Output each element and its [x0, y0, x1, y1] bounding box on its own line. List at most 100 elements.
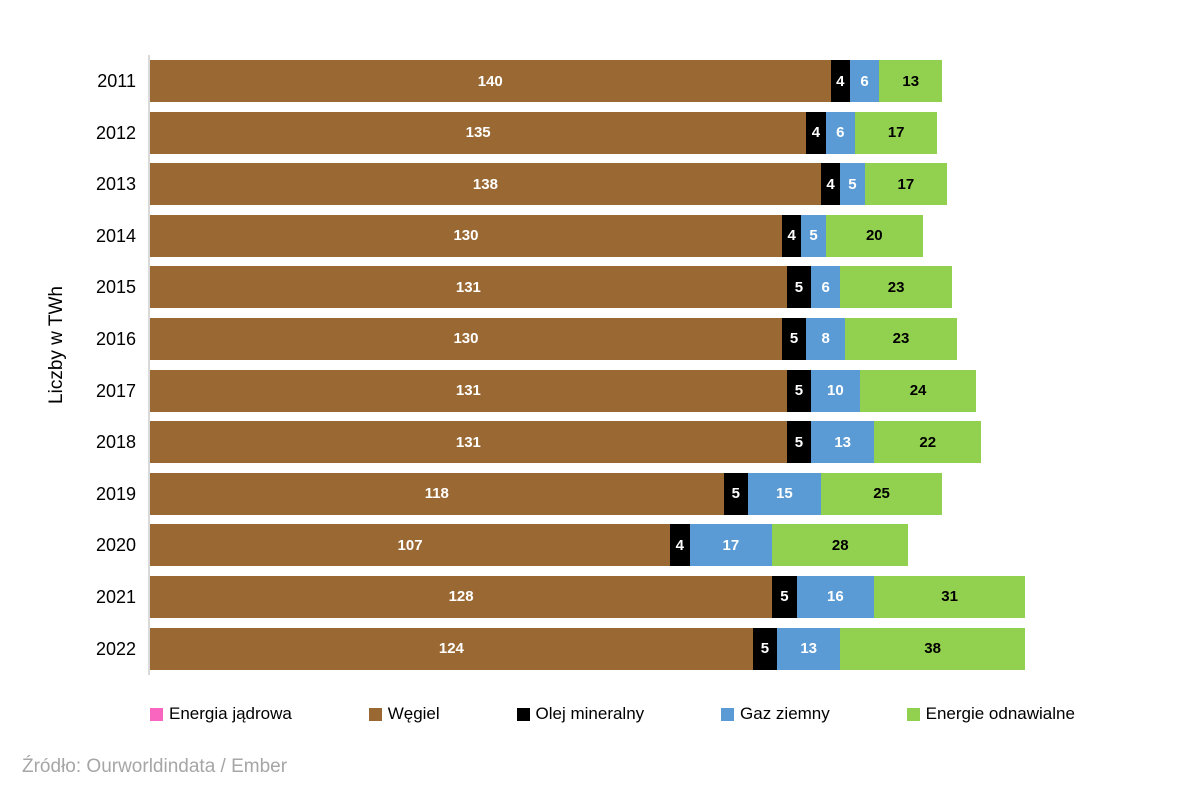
- stacked-bar: 135 4 6 17: [150, 111, 938, 154]
- legend-item-olej-mineralny: Olej mineralny: [516, 704, 644, 724]
- year-label: 2015: [95, 277, 136, 298]
- segment-value-label: 17: [722, 536, 740, 554]
- segment-value-label: 10: [827, 382, 844, 400]
- segment-value-label: 6: [821, 278, 830, 296]
- bar-segment-gaz-ziemny: 6: [811, 266, 841, 309]
- bar-row: 2013 138 4 5 17: [0, 163, 1200, 206]
- year-label: 2012: [95, 122, 136, 143]
- bar-segment-olej-mineralny: 4: [820, 163, 841, 206]
- bar-segment-wegiel: 131: [150, 266, 787, 309]
- plot-area: 2011 140 4 6 13 2012 135 4 6 17 2013 138 4 5 17 2014 130…: [0, 60, 1200, 670]
- year-label: 2021: [95, 586, 136, 607]
- stacked-bar: 131 5 6 23: [150, 266, 953, 309]
- bar-segment-wegiel: 135: [150, 111, 807, 154]
- bar-segment-gaz-ziemny: 17: [689, 524, 773, 567]
- bar-segment-olej-mineralny: 5: [786, 266, 812, 309]
- segment-value-label: 20: [865, 227, 883, 245]
- segment-value-label: 6: [836, 124, 845, 142]
- segment-value-label: 13: [800, 640, 817, 658]
- legend: Energia jądrowa Węgiel Olej mineralny Gaz z…: [150, 704, 1075, 724]
- stacked-bar: 138 4 5 17: [150, 163, 948, 206]
- legend-swatch-olej-mineralny: [516, 707, 530, 721]
- segment-value-label: 4: [826, 175, 835, 193]
- year-label: 2014: [95, 225, 136, 246]
- year-label: 2013: [95, 174, 136, 195]
- legend-swatch-wegiel: [368, 707, 382, 721]
- bar-segment-energie-odnawialne: 38: [840, 627, 1025, 670]
- bar-segment-gaz-ziemny: 5: [801, 214, 826, 257]
- year-label: 2018: [95, 432, 136, 453]
- legend-swatch-gaz-ziemny: [721, 707, 735, 721]
- segment-value-label: 17: [887, 124, 905, 142]
- segment-value-label: 5: [780, 588, 789, 606]
- legend-label: Węgiel: [387, 704, 440, 723]
- segment-value-label: 13: [834, 433, 852, 451]
- bar-segment-olej-mineralny: 5: [786, 421, 812, 464]
- segment-value-label: 24: [909, 382, 927, 400]
- bar-segment-energie-odnawialne: 20: [825, 214, 923, 257]
- year-label: 2011: [97, 71, 136, 91]
- bar-row: 2022 124 5 13 38: [0, 627, 1200, 670]
- legend-label: Energia jądrowa: [169, 704, 292, 723]
- bar-row: 2020 107 4 17 28: [0, 524, 1200, 567]
- bar-segment-wegiel: 107: [150, 524, 671, 567]
- bar-segment-wegiel: 118: [150, 472, 724, 515]
- stacked-bar: 130 4 5 20: [150, 214, 923, 257]
- bar-segment-gaz-ziemny: 10: [811, 369, 860, 412]
- segment-value-label: 5: [794, 433, 804, 451]
- legend-item-gaz-ziemny: Gaz ziemny: [721, 704, 830, 724]
- segment-value-label: 13: [902, 72, 920, 90]
- legend-item-energia-jadrowa: Energia jądrowa: [150, 704, 292, 724]
- year-label: 2016: [95, 328, 136, 349]
- bar-segment-energie-odnawialne: 13: [879, 60, 943, 102]
- segment-value-label: 28: [831, 536, 849, 554]
- stacked-bar: 131 5 10 24: [150, 369, 977, 412]
- stacked-bar: 107 4 17 28: [150, 524, 909, 567]
- stacked-bar: 118 5 15 25: [150, 472, 943, 515]
- bar-row: 2018 131 5 13 22: [0, 421, 1200, 464]
- segment-value-label: 107: [397, 536, 423, 554]
- segment-value-label: 131: [455, 278, 481, 296]
- source-caption: Źródło: Ourworldindata / Ember: [22, 756, 288, 777]
- bar-segment-olej-mineralny: 5: [723, 472, 748, 515]
- segment-value-label: 17: [897, 175, 915, 193]
- bar-row: 2019 118 5 15 25: [0, 472, 1200, 515]
- bar-segment-olej-mineralny: 5: [786, 369, 812, 412]
- bar-segment-energie-odnawialne: 17: [864, 163, 948, 206]
- segment-value-label: 23: [887, 278, 905, 296]
- segment-value-label: 5: [731, 485, 740, 503]
- segment-value-label: 130: [453, 330, 479, 348]
- bar-segment-olej-mineralny: 4: [830, 60, 850, 102]
- bar-row: 2016 130 5 8 23: [0, 317, 1200, 360]
- segment-value-label: 118: [424, 485, 449, 503]
- bar-row: 2014 130 4 5 20: [0, 214, 1200, 257]
- segment-value-label: 4: [836, 72, 845, 90]
- bar-segment-olej-mineralny: 5: [752, 627, 778, 670]
- bar-segment-olej-mineralny: 4: [670, 524, 690, 567]
- bar-segment-energie-odnawialne: 31: [874, 575, 1025, 618]
- segment-value-label: 5: [789, 330, 799, 348]
- bar-segment-gaz-ziemny: 16: [796, 575, 875, 618]
- bar-segment-energie-odnawialne: 23: [845, 317, 957, 360]
- bar-segment-energie-odnawialne: 25: [820, 472, 943, 515]
- segment-value-label: 23: [892, 330, 910, 348]
- bar-segment-gaz-ziemny: 13: [777, 627, 841, 670]
- bar-segment-wegiel: 140: [150, 60, 831, 102]
- bar-row: 2012 135 4 6 17: [0, 111, 1200, 154]
- segment-value-label: 38: [924, 640, 941, 658]
- bar-segment-wegiel: 128: [150, 575, 773, 618]
- segment-value-label: 138: [472, 175, 498, 193]
- bar-segment-gaz-ziemny: 6: [825, 111, 855, 154]
- segment-value-label: 5: [760, 640, 770, 658]
- bar-segment-energie-odnawialne: 23: [840, 266, 953, 309]
- legend-label: Gaz ziemny: [740, 704, 830, 723]
- y-axis-line: [148, 55, 150, 675]
- segment-value-label: 5: [794, 382, 804, 400]
- legend-swatch-energie-odnawialne: [906, 707, 920, 721]
- legend-item-wegiel: Węgiel: [368, 704, 440, 724]
- bar-segment-energie-odnawialne: 17: [854, 111, 938, 154]
- segment-value-label: 135: [465, 124, 491, 142]
- legend-swatch-energia-jadrowa: [150, 707, 163, 721]
- segment-value-label: 4: [787, 227, 796, 245]
